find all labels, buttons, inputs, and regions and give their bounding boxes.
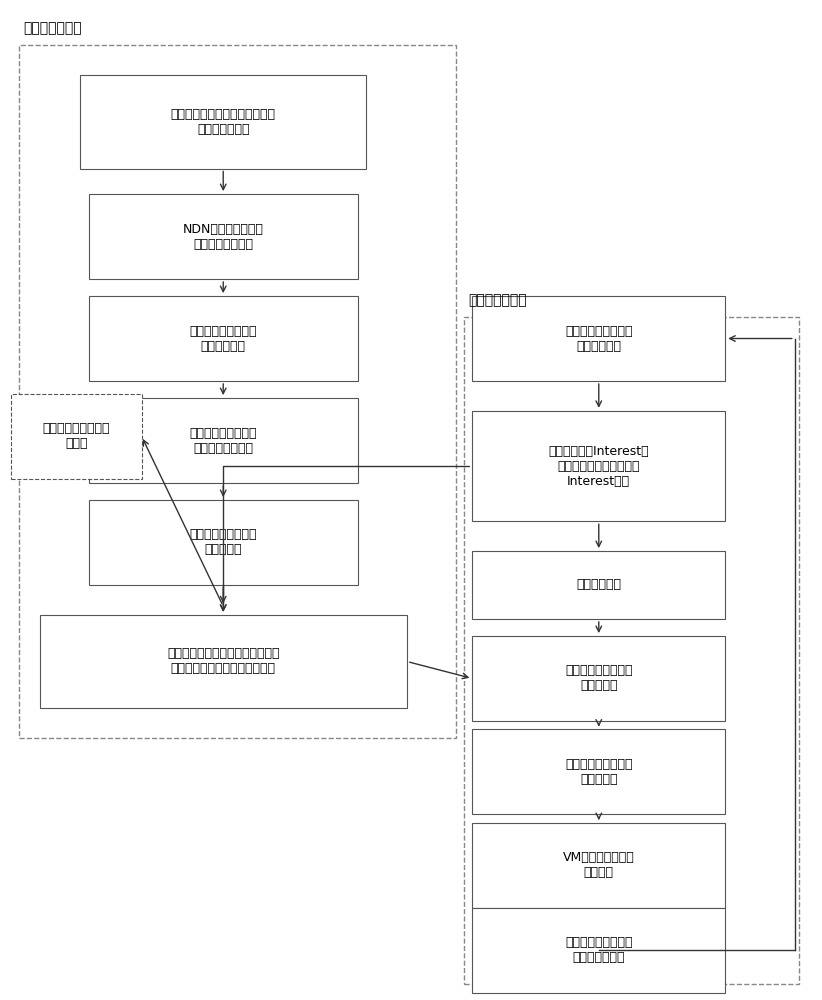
- FancyBboxPatch shape: [81, 75, 366, 169]
- Text: 通过获取的数据和名
字构造出数据消息: 通过获取的数据和名 字构造出数据消息: [189, 427, 257, 455]
- FancyBboxPatch shape: [472, 729, 725, 814]
- Text: 迁移数据发送方将迁移数据输入
到标准输入流中: 迁移数据发送方将迁移数据输入 到标准输入流中: [171, 108, 275, 136]
- FancyBboxPatch shape: [472, 296, 725, 381]
- FancyBboxPatch shape: [89, 398, 358, 483]
- FancyBboxPatch shape: [39, 615, 407, 708]
- FancyBboxPatch shape: [472, 908, 725, 993]
- FancyBboxPatch shape: [472, 636, 725, 721]
- FancyBboxPatch shape: [11, 394, 141, 479]
- FancyBboxPatch shape: [472, 823, 725, 908]
- FancyBboxPatch shape: [89, 194, 358, 279]
- Text: VM从标准输出流中
读取数据: VM从标准输出流中 读取数据: [563, 851, 635, 879]
- Text: NDN迁移程序从标准
输入流中读取数据: NDN迁移程序从标准 输入流中读取数据: [182, 223, 264, 251]
- Text: 根据名字生成算法生
成数据的名字: 根据名字生成算法生 成数据的名字: [189, 325, 257, 353]
- Text: 将接收的数据输出到
标准输出流: 将接收的数据输出到 标准输出流: [565, 758, 633, 786]
- Text: 从内容缓冲区中查询数据接收方请
求的数据，并发送给数据接收方: 从内容缓冲区中查询数据接收方请 求的数据，并发送给数据接收方: [167, 647, 279, 675]
- Text: 将数据消息发布到内
容缓冲区中: 将数据消息发布到内 容缓冲区中: [189, 528, 257, 556]
- Text: 等待数据消息: 等待数据消息: [576, 578, 621, 591]
- FancyBboxPatch shape: [89, 296, 358, 381]
- Text: 迁移数据接收方: 迁移数据接收方: [469, 293, 527, 307]
- Text: 如果当前数据消息不
是最后一块数据: 如果当前数据消息不 是最后一块数据: [565, 936, 633, 964]
- FancyBboxPatch shape: [89, 500, 358, 585]
- Text: 根据名字构造Interest消
息，并向数据发送发发送
Interest消息: 根据名字构造Interest消 息，并向数据发送发发送 Interest消息: [548, 445, 649, 488]
- FancyBboxPatch shape: [472, 411, 725, 521]
- Text: 根据名字生成算法生
成数据的名字: 根据名字生成算法生 成数据的名字: [565, 325, 633, 353]
- Text: 接收数据消息解析出
对应的数据: 接收数据消息解析出 对应的数据: [565, 664, 633, 692]
- Text: 如果标准输入流中还
有数据: 如果标准输入流中还 有数据: [43, 422, 110, 450]
- Text: 迁移数据发送方: 迁移数据发送方: [23, 21, 82, 35]
- FancyBboxPatch shape: [472, 551, 725, 619]
